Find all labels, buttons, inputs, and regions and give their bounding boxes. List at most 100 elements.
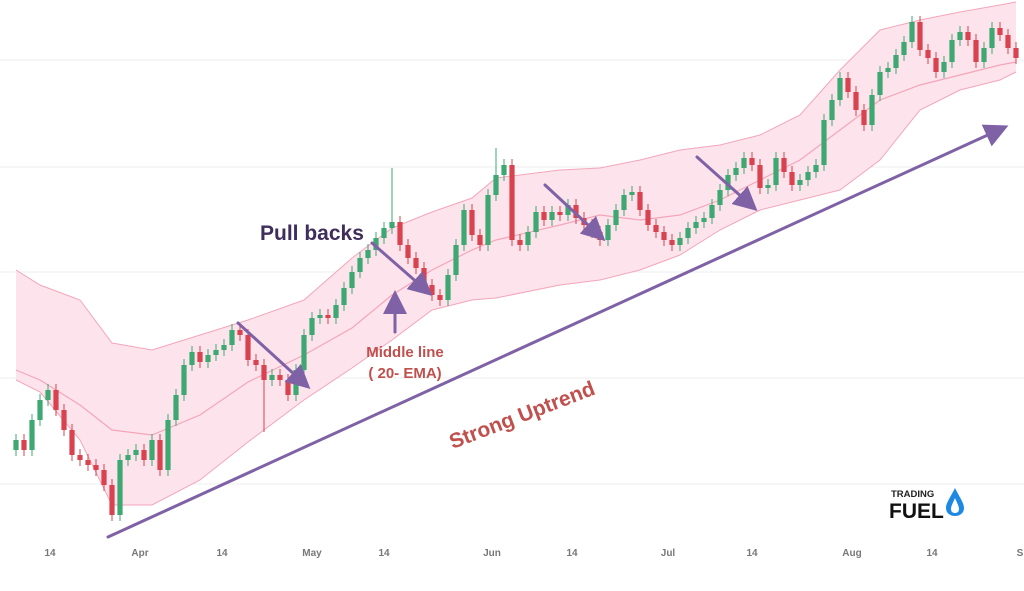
candle-body (213, 350, 219, 355)
x-tick-label: 14 (216, 548, 228, 559)
candle-body (205, 355, 211, 362)
candle-body (949, 40, 955, 62)
candle-body (645, 210, 651, 225)
logo-text: TRADING (891, 489, 934, 500)
candle-body (413, 258, 419, 268)
pullback-arrow (543, 183, 606, 242)
candle-body (45, 390, 51, 400)
annotation: Pull backs (260, 222, 364, 245)
candle-body (701, 218, 707, 222)
candle-body (117, 460, 123, 515)
x-axis: 14 Apr 14 May 14 Jun 14 Jul 14 Aug 14 S (44, 548, 1023, 559)
candle-body (789, 172, 795, 185)
candle-body (285, 380, 291, 395)
candle-body (909, 22, 915, 42)
candle-body (53, 390, 59, 410)
candle-body (245, 335, 251, 360)
candle-body (605, 225, 611, 240)
candle-body (557, 212, 563, 215)
candle-body (677, 238, 683, 245)
candle-body (773, 158, 779, 185)
logo-drop-inner (951, 498, 959, 513)
candle-body (237, 330, 243, 335)
candle-body (1013, 48, 1019, 58)
candle-body (485, 195, 491, 245)
x-tick-label: 14 (44, 548, 56, 559)
candle-body (389, 222, 395, 228)
trend-arrow (106, 124, 1009, 539)
x-tick-label: S (1017, 548, 1024, 559)
annotation-arrows (106, 124, 1009, 539)
candle-body (405, 245, 411, 258)
candle-body (429, 285, 435, 295)
candle-body (957, 32, 963, 40)
candles (13, 16, 1019, 521)
candle-body (253, 360, 259, 365)
candle-body (509, 165, 515, 240)
candle-body (973, 40, 979, 62)
candle-body (821, 120, 827, 165)
candle-body (317, 315, 323, 318)
candle-body (61, 410, 67, 430)
candle-body (637, 192, 643, 210)
candle-body (157, 440, 163, 470)
candle-body (709, 205, 715, 218)
candle-body (941, 62, 947, 72)
candle-body (341, 288, 347, 305)
candle-body (989, 28, 995, 48)
candle-body (181, 365, 187, 395)
x-tick-label: Jun (483, 548, 501, 559)
candle-body (493, 175, 499, 195)
candle-body (757, 165, 763, 188)
candle-body (357, 258, 363, 272)
candle-body (461, 210, 467, 245)
candle-body (325, 315, 331, 318)
candle-body (165, 420, 171, 470)
candle-body (765, 185, 771, 188)
x-tick-label: May (302, 548, 322, 559)
band-upper (15, 1, 1017, 351)
candle-body (541, 212, 547, 220)
candle-body (805, 172, 811, 180)
candle-body (189, 352, 195, 365)
candle-body (501, 165, 507, 175)
candle-body (85, 460, 91, 465)
candle-body (933, 58, 939, 72)
candle-body (741, 158, 747, 168)
candle-body (853, 92, 859, 110)
candle-body (125, 455, 131, 460)
candle-body (981, 48, 987, 62)
pullback-arrow (236, 321, 311, 390)
candle-body (141, 450, 147, 460)
candle-body (149, 440, 155, 460)
candle-body (309, 318, 315, 335)
candle-body (661, 232, 667, 240)
candle-body (197, 352, 203, 362)
candle-body (613, 210, 619, 225)
candle-body (301, 335, 307, 370)
candle-body (477, 235, 483, 245)
candle-body (381, 228, 387, 238)
candle-body (653, 225, 659, 232)
candle-body (885, 68, 891, 72)
logo: TRADING FUEL (889, 488, 964, 523)
candle-body (13, 440, 19, 450)
candle-body (845, 78, 851, 92)
candle-body (349, 272, 355, 288)
candle-body (797, 180, 803, 185)
candle-body (869, 95, 875, 125)
candle-body (269, 375, 275, 380)
candle-body (109, 485, 115, 515)
candle-body (29, 420, 35, 450)
candle-body (261, 365, 267, 380)
candle-body (77, 455, 83, 460)
candle-body (693, 222, 699, 228)
candle-body (781, 158, 787, 172)
candle-body (573, 205, 579, 218)
candle-body (133, 450, 139, 455)
candle-body (453, 245, 459, 275)
candle-body (621, 195, 627, 210)
band-lower (15, 71, 1017, 506)
candle-body (21, 440, 27, 450)
